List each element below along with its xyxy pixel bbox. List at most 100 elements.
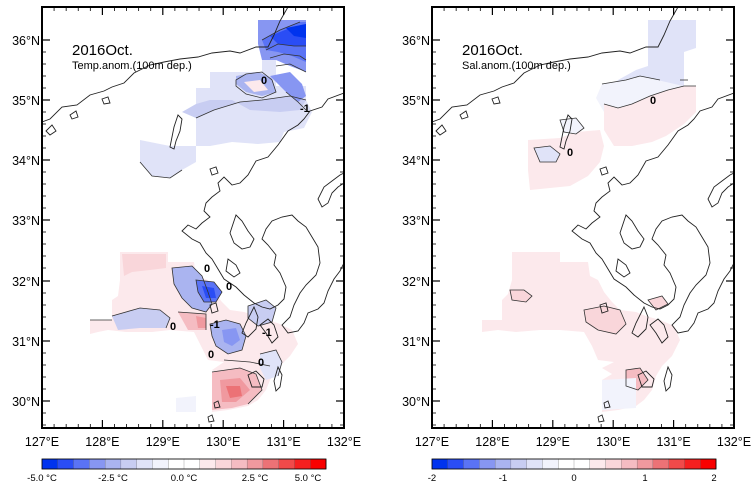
x-tick-label: 129°E <box>536 435 570 449</box>
colorbar-swatch <box>463 458 480 470</box>
colorbar-label: -2 <box>428 473 436 484</box>
contour-label: 0 <box>226 281 232 293</box>
y-tick-label: 35°N <box>402 94 430 108</box>
y-tick-label: 34°N <box>402 154 430 168</box>
x-tick-label: 132°E <box>717 435 751 449</box>
y-tick-label: 35°N <box>12 94 40 108</box>
colorbar-swatch <box>104 458 122 470</box>
contour-label: 0 <box>170 321 176 333</box>
temperature-colorbar <box>41 458 327 470</box>
colorbar-label: 0 <box>571 473 576 484</box>
x-tick-label: 131°E <box>266 435 300 449</box>
colorbar-swatch <box>294 458 311 470</box>
x-tick-label: 131°E <box>656 435 690 449</box>
x-tick-label: 130°E <box>596 435 630 449</box>
contour-label: -1 <box>300 103 310 115</box>
y-tick-label: 36°N <box>402 34 430 48</box>
colorbar-label: 1 <box>642 473 647 484</box>
colorbar-swatch <box>589 458 607 470</box>
y-tick-label: 30°N <box>12 395 40 409</box>
y-tick-label: 32°N <box>12 275 40 289</box>
colorbar-swatch <box>431 458 449 470</box>
colorbar-swatch <box>542 458 559 470</box>
contour-label: -1 <box>210 319 220 331</box>
contour-label: -1 <box>262 327 272 339</box>
salinity-colorbar <box>431 458 717 470</box>
colorbar-swatch <box>262 458 280 470</box>
colorbar-swatch <box>700 458 717 470</box>
contour-label: 0 <box>204 263 210 275</box>
colorbar-swatch <box>479 458 496 470</box>
panel-subtitle: Temp.anom.(100m dep.) <box>72 60 192 72</box>
contour-label: 0 <box>258 357 264 369</box>
y-tick-label: 31°N <box>12 335 40 349</box>
y-tick-label: 32°N <box>402 275 430 289</box>
y-tick-label: 33°N <box>402 214 430 228</box>
colorbar-swatch <box>136 458 153 470</box>
panel-title: 2016Oct. <box>72 42 133 59</box>
panel-title: 2016Oct. <box>462 42 523 59</box>
x-tick-label: 130°E <box>206 435 240 449</box>
map-frame <box>431 6 735 429</box>
colorbar-swatch <box>215 458 232 470</box>
x-tick-label: 132°E <box>327 435 361 449</box>
x-tick-label: 128°E <box>475 435 509 449</box>
map-frame <box>41 6 345 429</box>
y-tick-label: 34°N <box>12 154 40 168</box>
y-tick-label: 33°N <box>12 214 40 228</box>
y-tick-label: 36°N <box>12 34 40 48</box>
colorbar-swatch <box>510 458 528 470</box>
y-tick-label: 31°N <box>402 335 430 349</box>
colorbar-swatch <box>57 458 75 470</box>
colorbar-swatch <box>636 458 654 470</box>
temperature-field: 0 -1 0 0 0 -1 0 -1 0 <box>42 7 344 423</box>
panel-subtitle: Sal.anom.(100m dep.) <box>462 60 571 72</box>
colorbar-swatch <box>605 458 622 470</box>
x-tick-label: 128°E <box>85 435 119 449</box>
colorbar-swatch <box>41 458 59 470</box>
colorbar-label: -1 <box>499 473 507 484</box>
colorbar-swatch <box>447 458 465 470</box>
colorbar-swatch <box>231 458 248 470</box>
contour-label: 0 <box>650 95 656 107</box>
x-tick-label: 127°E <box>415 435 449 449</box>
colorbar-frame <box>431 458 717 470</box>
colorbar-label: 5.0 °C <box>295 473 322 484</box>
colorbar-label: 2.5 °C <box>242 473 269 484</box>
colorbar-swatch <box>120 458 138 470</box>
axis-ticks: 127°E 128°E 129°E 130°E 131°E 132°E 36°N 35°N 34… <box>12 7 361 449</box>
contour-label: 0 <box>261 75 267 87</box>
colorbar-swatch <box>684 458 701 470</box>
contour-label: 0 <box>208 349 214 361</box>
colorbar-swatch <box>183 458 201 470</box>
colorbar-swatch <box>199 458 217 470</box>
colorbar-label: -5.0 °C <box>27 473 57 484</box>
colorbar-swatch <box>494 458 512 470</box>
colorbar-swatch <box>89 458 106 470</box>
salinity-field: 0 0 <box>432 7 734 423</box>
colorbar-swatch <box>73 458 90 470</box>
x-tick-label: 129°E <box>146 435 180 449</box>
colorbar-swatch <box>278 458 295 470</box>
colorbar-label: 0.0 °C <box>171 473 198 484</box>
colorbar-label: 2 <box>711 473 716 484</box>
colorbar-swatch <box>621 458 638 470</box>
salinity-map-panel: 0 0 2016Oct. Sal.anom.(100m dep.) 127°E 1… <box>402 6 751 449</box>
colorbar-swatch <box>246 458 264 470</box>
colorbar-label: -2.5 °C <box>98 473 128 484</box>
colorbar-swatch <box>310 458 327 470</box>
temperature-map-panel: 0 -1 0 0 0 -1 0 -1 0 2016Oct. Temp.anom.… <box>12 6 361 449</box>
colorbar-swatch <box>152 458 169 470</box>
contour-label: 0 <box>567 147 573 159</box>
colorbar-swatch <box>558 458 575 470</box>
colorbar-swatch <box>168 458 185 470</box>
colorbar-swatch <box>652 458 670 470</box>
colorbar-swatch <box>526 458 543 470</box>
x-tick-label: 127°E <box>25 435 59 449</box>
y-tick-label: 30°N <box>402 395 430 409</box>
colorbar-swatch <box>668 458 685 470</box>
axis-ticks: 127°E 128°E 129°E 130°E 131°E 132°E 36°N 35°N 34… <box>402 7 751 449</box>
colorbar-frame <box>41 458 327 470</box>
colorbar-swatch <box>573 458 591 470</box>
